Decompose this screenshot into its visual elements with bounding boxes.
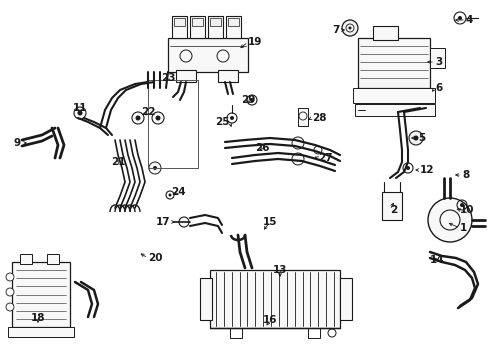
Circle shape [408,131,422,145]
Circle shape [249,98,253,102]
Text: 11: 11 [73,103,87,113]
Text: 25: 25 [215,117,229,127]
Bar [172,16,186,38]
Circle shape [6,303,14,311]
Circle shape [135,116,140,121]
Text: 29: 29 [240,95,255,105]
Text: 19: 19 [247,37,262,47]
Circle shape [179,217,189,227]
Bar [372,26,397,40]
Circle shape [155,116,160,121]
Circle shape [427,198,471,242]
Bar [174,18,184,26]
Bar [354,104,434,116]
Text: 18: 18 [31,313,45,323]
Bar [227,18,239,26]
Circle shape [6,273,14,281]
Bar [429,48,444,68]
Bar [192,18,203,26]
Bar [8,327,74,337]
Circle shape [413,135,418,140]
Bar [207,16,223,38]
Text: 22: 22 [141,107,155,117]
Bar [209,18,221,26]
Text: 23: 23 [161,73,175,83]
Text: 9: 9 [14,138,21,148]
Text: 7: 7 [332,25,339,35]
Bar [47,254,59,264]
Bar [352,88,434,103]
Circle shape [291,137,304,149]
Bar [12,262,70,327]
Bar [190,16,204,38]
Circle shape [341,20,357,36]
Bar [176,70,196,82]
Circle shape [348,27,351,30]
Text: 10: 10 [459,205,473,215]
Text: 28: 28 [311,113,326,123]
Circle shape [77,111,82,116]
Text: 21: 21 [110,157,125,167]
Text: 4: 4 [465,15,472,25]
Bar [357,38,429,88]
Text: 26: 26 [254,143,269,153]
Text: 2: 2 [389,205,396,215]
Text: 20: 20 [148,253,162,263]
Text: 1: 1 [459,223,467,233]
Circle shape [229,116,234,120]
Circle shape [149,162,161,174]
Bar [209,270,339,328]
Bar [200,278,212,320]
Text: 15: 15 [262,217,277,227]
Text: 12: 12 [419,165,434,175]
Circle shape [153,166,157,170]
Bar [297,108,307,126]
Circle shape [132,112,143,124]
Text: 6: 6 [434,83,441,93]
Circle shape [168,194,171,197]
Bar [307,328,319,338]
Circle shape [405,166,409,170]
Text: 27: 27 [317,153,332,163]
Bar [225,16,241,38]
Text: 8: 8 [461,170,468,180]
Text: 17: 17 [155,217,170,227]
Bar [168,38,247,72]
Text: 14: 14 [429,255,444,265]
Circle shape [74,107,86,119]
Bar [339,278,351,320]
Text: 5: 5 [417,133,425,143]
Bar [381,192,401,220]
Text: 16: 16 [262,315,277,325]
Bar [229,328,242,338]
Text: 3: 3 [434,57,441,67]
Circle shape [291,153,304,165]
Text: 24: 24 [170,187,185,197]
Bar [218,70,238,82]
Circle shape [457,16,461,20]
Circle shape [459,203,463,207]
Circle shape [152,112,163,124]
Text: 13: 13 [272,265,286,275]
Bar [20,254,32,264]
Circle shape [6,288,14,296]
